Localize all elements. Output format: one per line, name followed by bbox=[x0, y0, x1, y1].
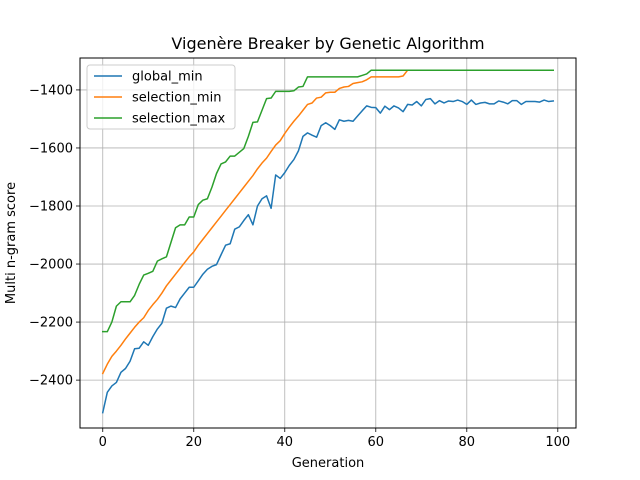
series-lines bbox=[101, 69, 555, 414]
y-tick-label: −1400 bbox=[29, 83, 73, 98]
y-tick-label: −1800 bbox=[29, 200, 73, 215]
y-tick-label: −2000 bbox=[29, 258, 73, 273]
y-tick-label: −1600 bbox=[29, 141, 73, 156]
legend: global_min selection_min selection_max bbox=[86, 64, 236, 130]
x-axis-title: Generation bbox=[292, 456, 365, 471]
series-line-selection-max bbox=[102, 69, 554, 333]
plot-frame bbox=[79, 57, 577, 429]
x-tick-label: 40 bbox=[276, 435, 293, 450]
y-axis-title: Multi n-gram score bbox=[4, 182, 19, 304]
axis-ticks: 0 20 40 60 80 100 −2400 −2200 −2000 −1800 −1600 −14… bbox=[29, 83, 570, 450]
legend-label: selection_min bbox=[132, 91, 221, 106]
x-tick-label: 100 bbox=[545, 435, 570, 450]
y-tick-label: −2400 bbox=[29, 374, 73, 389]
x-tick-label: 20 bbox=[185, 435, 202, 450]
y-tick-label: −2200 bbox=[29, 316, 73, 331]
legend-label: selection_max bbox=[132, 112, 226, 127]
legend-label: global_min bbox=[132, 70, 203, 85]
chart-title: Vigenère Breaker by Genetic Algorithm bbox=[171, 34, 484, 53]
x-tick-label: 0 bbox=[99, 435, 107, 450]
series-line-global-min bbox=[101, 97, 555, 414]
x-tick-label: 60 bbox=[368, 435, 385, 450]
x-tick-label: 80 bbox=[459, 435, 476, 450]
legend-box bbox=[86, 64, 236, 130]
